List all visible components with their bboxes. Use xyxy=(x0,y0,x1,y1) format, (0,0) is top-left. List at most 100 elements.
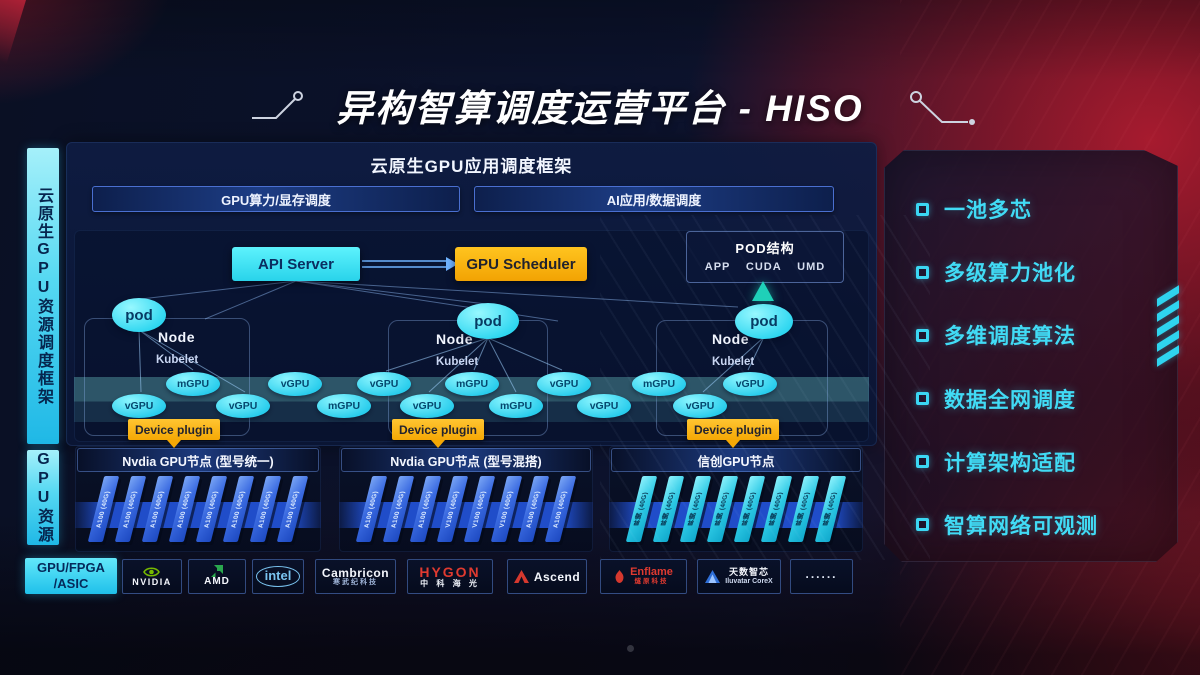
kubelet-label-1: Kubelet xyxy=(156,354,199,366)
kubelet-label-3: Kubelet xyxy=(712,356,755,368)
vgpu-ellipse: vGPU xyxy=(673,394,727,418)
gpu-card-label: A100 (40G) xyxy=(363,490,380,528)
vendor-text: 天数智芯 xyxy=(728,567,769,578)
hw-category-chip: GPU/FPGA /ASIC xyxy=(25,558,117,594)
ascend-logo-icon xyxy=(513,570,529,583)
gpu-card: V100 (40G) xyxy=(463,476,496,542)
title-decor-left-icon xyxy=(252,91,303,119)
gpu-card-label: A100 (40G) xyxy=(230,490,247,528)
pod-structure-title: POD结构 xyxy=(735,241,795,256)
feature-label: 智算网络可观测 xyxy=(944,514,1098,538)
vendor-text: Cambricon xyxy=(321,565,390,580)
vendor-box-nvidia: NVIDIA xyxy=(122,559,182,594)
nvidia-logo-icon xyxy=(143,567,161,577)
vendor-subtext: Iluvatar CoreX xyxy=(725,577,773,585)
square-bullet-icon xyxy=(916,518,929,532)
vendor-subtext: 寒武纪科技 xyxy=(333,579,378,587)
gpu-card-label: 昇腾 (40G) xyxy=(633,492,649,526)
feature-item: 计算架构适配 xyxy=(916,447,1166,477)
pod-layer-umd: UMD xyxy=(797,261,826,273)
gpu-card: A100 (40G) xyxy=(276,476,309,542)
gpu-card: 昇腾 (40G) xyxy=(760,476,793,542)
gpu-card-label: A100 (40G) xyxy=(390,490,407,528)
vendor-box-amd: AMD xyxy=(188,559,246,594)
pod-ellipse-3: pod xyxy=(735,304,793,339)
vgpu-ellipse: vGPU xyxy=(216,394,270,418)
vgpu-ellipse: vGPU xyxy=(577,394,631,418)
gpu-card-label: A100 (40G) xyxy=(95,490,112,528)
mgpu-ellipse: mGPU xyxy=(317,394,371,418)
node-group-title: Nvdia GPU节点 (型号混搭) xyxy=(341,448,591,472)
feature-label: 多级算力池化 xyxy=(944,262,1076,286)
vgpu-ellipse: vGPU xyxy=(357,372,411,396)
gpu-card-label: A100 (40G) xyxy=(284,490,301,528)
mgpu-ellipse: mGPU xyxy=(632,372,686,396)
gpu-card: 昇腾 (40G) xyxy=(733,476,766,542)
gpu-card: A100 (40G) xyxy=(249,476,282,542)
gpu-card: V100 (40G) xyxy=(436,476,469,542)
gpu-card: 昇腾 (40G) xyxy=(652,476,685,542)
gpu-card-label: A100 (40G) xyxy=(525,490,542,528)
gpu-card-label: 昇腾 (40G) xyxy=(795,492,811,526)
mgpu-ellipse: mGPU xyxy=(489,394,543,418)
gpu-card: A100 (40G) xyxy=(195,476,228,542)
pod-ellipse-2: pod xyxy=(457,303,519,339)
gpu-card-label: 昇腾 (40G) xyxy=(660,492,676,526)
gpu-card: A100 (40G) xyxy=(222,476,255,542)
gpu-card: A100 (40G) xyxy=(382,476,415,542)
feature-item: 多级算力池化 xyxy=(916,257,1166,287)
vendor-box-hygon: HYGON 中 科 海 光 xyxy=(407,559,493,594)
vgpu-ellipse: vGPU xyxy=(112,394,166,418)
device-plugin-3: Device plugin xyxy=(687,419,779,448)
bar-gpu-compute-scheduling: GPU算力/显存调度 xyxy=(92,186,460,212)
rail-gpu-resources: GPU资源 xyxy=(27,450,59,545)
gpu-card: A100 (40G) xyxy=(355,476,388,542)
pod-layer-app: APP xyxy=(704,261,731,273)
gpu-card: 昇腾 (40G) xyxy=(679,476,712,542)
gpu-card-label: A100 (40G) xyxy=(176,490,193,528)
vgpu-ellipse: vGPU xyxy=(268,372,322,396)
gpu-card: 昇腾 (40G) xyxy=(814,476,847,542)
vendor-box-intel: intel xyxy=(252,559,304,594)
api-server-box: API Server xyxy=(232,247,360,281)
watermark-dot xyxy=(627,645,634,652)
mgpu-ellipse: mGPU xyxy=(166,372,220,396)
gpu-card-label: 昇腾 (40G) xyxy=(714,492,730,526)
gpu-card-label: A100 (40G) xyxy=(257,490,274,528)
gpu-card: V100 (40G) xyxy=(490,476,523,542)
feature-label: 数据全网调度 xyxy=(944,388,1076,412)
gpu-scheduler-box: GPU Scheduler xyxy=(455,247,587,281)
gpu-card-label: 昇腾 (40G) xyxy=(822,492,838,526)
gpu-card: A100 (40G) xyxy=(517,476,550,542)
features-list: 一池多芯 多级算力池化 多维调度算法 数据全网调度 计算架构适配 智算网络可观测 xyxy=(916,194,1166,540)
hw-chip-line2: /ASIC xyxy=(53,576,89,591)
feature-item: 智算网络可观测 xyxy=(916,510,1166,540)
hazard-stripes-decor xyxy=(1157,285,1179,367)
vendor-box-more: ...... xyxy=(790,559,853,594)
square-bullet-icon xyxy=(916,202,929,216)
pod-structure-box: POD结构 APP CUDA UMD xyxy=(686,231,844,283)
gpu-card: 昇腾 (40G) xyxy=(706,476,739,542)
vendor-text: intel xyxy=(255,566,301,587)
feature-label: 计算架构适配 xyxy=(944,451,1076,475)
gpu-card-label: A100 (40G) xyxy=(122,490,139,528)
vendor-box-iluvatar: 天数智芯 Iluvatar CoreX xyxy=(697,559,781,594)
vendor-text: ...... xyxy=(805,566,838,581)
node-group-xinchuang: 信创GPU节点 昇腾 (40G) 昇腾 (40G) 昇腾 (40G) 昇腾 (40G)… xyxy=(609,446,863,552)
vgpu-ellipse: vGPU xyxy=(723,372,777,396)
feature-label: 多维调度算法 xyxy=(944,325,1076,349)
device-plugin-2: Device plugin xyxy=(392,419,484,448)
node-group-title: Nvdia GPU节点 (型号统一) xyxy=(77,448,319,472)
rail-cloud-native-framework: 云原生GPU资源调度框架 xyxy=(27,148,59,444)
gpu-card-label: A100 (40G) xyxy=(149,490,166,528)
framework-header: 云原生GPU应用调度框架 xyxy=(370,157,573,176)
feature-item: 多维调度算法 xyxy=(916,320,1166,350)
square-bullet-icon xyxy=(916,392,929,406)
vendor-box-cambricon: Cambricon 寒武纪科技 xyxy=(315,559,396,594)
vendor-text: HYGON xyxy=(419,563,481,580)
gpu-card-label: V100 (40G) xyxy=(444,490,461,528)
gpu-card: A100 (40G) xyxy=(409,476,442,542)
corner-red-accent xyxy=(0,0,26,85)
pod-layer-cuda: CUDA xyxy=(745,261,782,273)
